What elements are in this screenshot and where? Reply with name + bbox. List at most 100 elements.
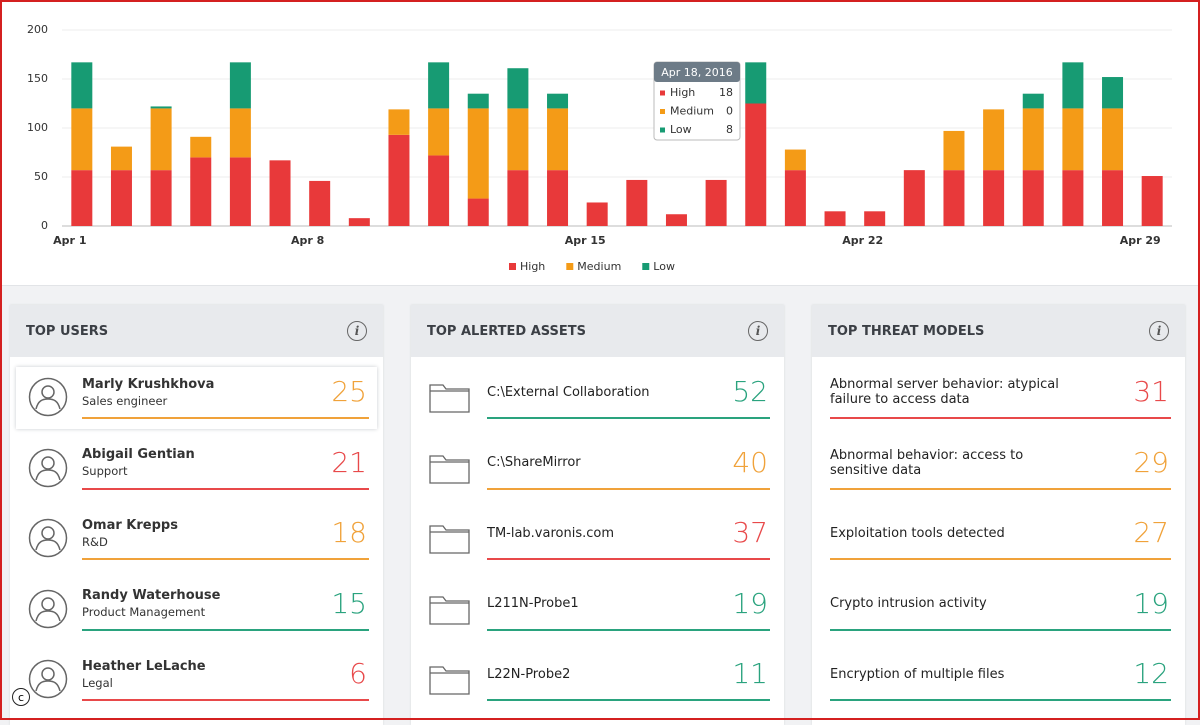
bar-segment <box>547 93 569 109</box>
item-text: Marly Krushkhova Sales engineer <box>82 367 302 417</box>
bar-segment <box>110 146 132 171</box>
bar-segment <box>309 180 331 226</box>
item-name: Marly Krushkhova <box>82 376 215 392</box>
list-row[interactable]: Crypto intrusion activity 19 <box>818 579 1179 641</box>
item-value: 15 <box>331 586 367 620</box>
item-text: Crypto intrusion activity <box>830 579 1060 629</box>
user-icon <box>28 448 68 492</box>
bar-segment <box>547 170 569 226</box>
bar-segment <box>467 198 489 226</box>
bar-segment <box>586 202 608 226</box>
list-row[interactable]: Abnormal behavior: access to sensitive d… <box>818 438 1179 500</box>
y-tick-label: 150 <box>27 72 48 85</box>
tooltip-value: 8 <box>726 123 733 136</box>
tooltip-swatch <box>660 109 665 114</box>
bar-segment <box>150 170 172 226</box>
item-name: Heather LeLache <box>82 658 206 674</box>
bar-segment <box>943 130 965 171</box>
item-subtitle: Product Management <box>82 605 206 619</box>
y-tick-label: 200 <box>27 23 48 36</box>
y-tick-label: 0 <box>41 219 48 232</box>
item-underline <box>487 487 770 490</box>
bar-segment <box>784 170 806 226</box>
item-name: TM-lab.varonis.com <box>487 525 615 541</box>
bar-segment <box>269 160 291 226</box>
list-row[interactable]: Exploitation tools detected 27 <box>818 508 1179 570</box>
tooltip-value: 18 <box>719 86 733 99</box>
list-row[interactable]: Omar Krepps R&D 18 <box>16 508 377 570</box>
list-row[interactable]: C:\External Collaboration 52 <box>417 367 778 429</box>
item-underline <box>82 487 369 490</box>
item-name: Crypto intrusion activity <box>830 596 987 611</box>
item-value: 21 <box>331 445 367 479</box>
tooltip-name: High <box>670 86 695 99</box>
list-row[interactable]: Encryption of multiple files 12 <box>818 649 1179 711</box>
y-tick-label: 100 <box>27 121 48 134</box>
item-underline <box>830 558 1171 560</box>
item-underline <box>830 487 1171 490</box>
x-tick-label: Apr 8 <box>291 234 324 247</box>
legend-item: Medium <box>566 260 621 273</box>
x-tick-label: Apr 15 <box>565 234 606 247</box>
bar-segment <box>507 108 529 171</box>
item-underline <box>82 417 369 419</box>
bar-segment <box>665 214 687 226</box>
x-tick-label: Apr 1 <box>53 234 86 247</box>
y-tick-label: 50 <box>34 170 48 183</box>
panel-title: TOP USERS <box>26 323 109 339</box>
item-underline <box>487 558 770 560</box>
item-underline <box>487 417 770 419</box>
item-value: 18 <box>331 516 367 549</box>
item-text: Abnormal behavior: access to sensitive d… <box>830 438 1060 488</box>
item-value: 19 <box>732 586 768 620</box>
folder-icon <box>429 522 471 558</box>
user-icon <box>28 659 68 703</box>
item-text: Exploitation tools detected <box>830 508 1060 558</box>
bar-segment <box>71 108 93 171</box>
info-icon[interactable]: i <box>347 321 367 341</box>
bar-segment <box>507 68 529 109</box>
bar-segment <box>71 62 93 109</box>
info-icon[interactable]: i <box>1149 321 1169 341</box>
bar-segment <box>547 108 569 171</box>
tooltip: Apr 18, 2016 High 18 Medium 0 Low 8 <box>653 61 741 141</box>
list-row[interactable]: Heather LeLache Legal 6 <box>16 649 377 711</box>
item-text: L22N-Probe2 <box>487 649 707 699</box>
list-row[interactable]: C:\ShareMirror 40 <box>417 438 778 500</box>
panel-header: TOP ALERTED ASSETS i <box>411 305 784 357</box>
list-row[interactable]: Abnormal server behavior: atypical failu… <box>818 367 1179 429</box>
item-value: 6 <box>349 657 367 690</box>
bar-segment <box>190 136 212 158</box>
panel-header: TOP USERS i <box>10 305 383 357</box>
item-underline <box>82 699 369 701</box>
bar-segment <box>1102 108 1124 171</box>
bar-segment <box>745 103 767 226</box>
info-icon[interactable]: i <box>748 321 768 341</box>
item-name: L22N-Probe2 <box>487 666 571 682</box>
list-row[interactable]: Abigail Gentian Support 21 <box>16 438 377 500</box>
bar-segment <box>1022 108 1044 171</box>
item-name: Exploitation tools detected <box>830 525 1005 541</box>
panel: TOP ALERTED ASSETS i C:\External Collabora… <box>411 305 784 725</box>
item-name: C:\External Collaboration <box>487 384 650 400</box>
bar-segment <box>1062 62 1084 109</box>
tooltip-title: Apr 18, 2016 <box>661 66 733 79</box>
item-text: Abigail Gentian Support <box>82 438 302 488</box>
panel: TOP USERS i Marly Krushkhova Sales engineer… <box>10 305 383 725</box>
user-icon <box>28 377 68 421</box>
item-underline <box>830 417 1171 419</box>
tooltip-name: Medium <box>670 105 714 118</box>
bar-segment <box>229 157 251 226</box>
legend-swatch <box>566 263 574 270</box>
bar-segment <box>467 108 489 199</box>
list-row[interactable]: L211N-Probe1 19 <box>417 579 778 641</box>
chart: 0 50 100 150 200 Apr 1 Apr 8 Apr 15 Apr 22 Apr 29… <box>27 23 1172 273</box>
bar-segment <box>1062 108 1084 171</box>
list-row[interactable]: Randy Waterhouse Product Management 15 <box>16 579 377 641</box>
list-row[interactable]: TM-lab.varonis.com 37 <box>417 508 778 570</box>
list-row[interactable]: L22N-Probe2 11 <box>417 649 778 711</box>
item-subtitle: Legal <box>82 675 113 690</box>
item-underline <box>830 628 1171 631</box>
list-row[interactable]: Marly Krushkhova Sales engineer 25 <box>16 367 377 429</box>
bar-segment <box>229 62 251 109</box>
